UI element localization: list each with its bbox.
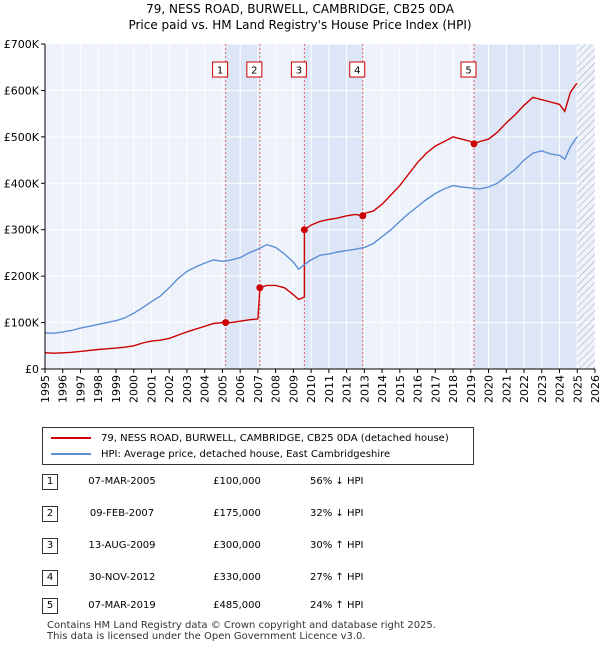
legend-item-hpi: HPI: Average price, detached house, East… bbox=[51, 447, 390, 461]
y-tick-label: £200K bbox=[4, 270, 40, 283]
x-tick-label: 2012 bbox=[341, 375, 354, 403]
sale-number-badge: 4 bbox=[42, 570, 58, 586]
sale-label-box bbox=[290, 61, 307, 78]
y-tick-label: £100K bbox=[4, 317, 40, 330]
x-tick-label: 2024 bbox=[554, 375, 567, 403]
x-tick-label: 2004 bbox=[199, 375, 212, 403]
x-tick-label: 2000 bbox=[128, 375, 141, 403]
sale-number-badge: 3 bbox=[42, 538, 58, 554]
sale-hpi-diff: 32% ↓ HPI bbox=[310, 508, 364, 519]
sale-label-text: 1 bbox=[217, 66, 223, 77]
legend: 79, NESS ROAD, BURWELL, CAMBRIDGE, CB25 … bbox=[42, 427, 474, 465]
y-tick-label: £600K bbox=[4, 84, 40, 97]
x-tick-label: 2016 bbox=[412, 375, 425, 403]
x-tick-label: 2007 bbox=[252, 375, 265, 403]
x-tick-label: 1995 bbox=[39, 375, 52, 403]
y-tick-label: £300K bbox=[4, 224, 40, 237]
x-tick-label: 2019 bbox=[465, 375, 478, 403]
sale-label-box bbox=[246, 61, 263, 78]
sale-number-badge: 1 bbox=[42, 474, 58, 490]
x-tick-label: 1996 bbox=[57, 375, 70, 403]
sale-date: 07-MAR-2005 bbox=[88, 476, 156, 487]
property-price-line bbox=[44, 82, 578, 354]
x-tick-label: 2001 bbox=[145, 375, 158, 403]
sale-label-text: 5 bbox=[465, 66, 471, 77]
sale-label-text: 4 bbox=[354, 66, 360, 77]
future-hatch bbox=[577, 44, 595, 369]
x-tick-label: 2002 bbox=[163, 375, 176, 403]
legend-label-hpi: HPI: Average price, detached house, East… bbox=[101, 448, 391, 460]
x-tick-label: 2006 bbox=[234, 375, 247, 403]
x-tick-label: 2025 bbox=[571, 375, 584, 403]
sale-hpi-diff: 27% ↑ HPI bbox=[310, 572, 364, 583]
price-chart: 1 2 3 4 5 £0 £100K £200K £300K £400K £500K £600K £70… bbox=[4, 38, 600, 403]
x-tick-label: 2013 bbox=[358, 375, 371, 403]
table-row: 5 07-MAR-2019 £485,000 24% ↑ HPI bbox=[42, 598, 462, 614]
sale-number-badge: 2 bbox=[42, 506, 58, 522]
sale-number-badge: 5 bbox=[42, 598, 58, 614]
x-tick-label: 1999 bbox=[110, 375, 123, 403]
legend-item-property: 79, NESS ROAD, BURWELL, CAMBRIDGE, CB25 … bbox=[51, 431, 449, 445]
ownership-shade bbox=[474, 44, 578, 369]
table-row: 4 30-NOV-2012 £330,000 27% ↑ HPI bbox=[42, 570, 462, 586]
x-tick-label: 2020 bbox=[483, 375, 496, 403]
sale-hpi-diff: 30% ↑ HPI bbox=[310, 540, 364, 551]
sale-price: £100,000 bbox=[213, 476, 261, 487]
x-tick-label: 2009 bbox=[287, 375, 300, 403]
y-tick-label: £400K bbox=[4, 177, 40, 190]
sale-label-text: 3 bbox=[296, 66, 302, 77]
footer: Contains HM Land Registry data © Crown c… bbox=[47, 620, 436, 642]
x-tick-label: 2017 bbox=[429, 375, 442, 403]
sale-label-text: 2 bbox=[251, 66, 257, 77]
x-tick-label: 2026 bbox=[589, 375, 600, 403]
sale-point bbox=[256, 284, 264, 292]
x-tick-label: 2022 bbox=[518, 375, 531, 403]
sale-label-box bbox=[460, 61, 477, 78]
sale-label-box bbox=[212, 61, 229, 78]
sale-price: £485,000 bbox=[213, 600, 261, 611]
x-tick-label: 2003 bbox=[181, 375, 194, 403]
x-tick-label: 1998 bbox=[92, 375, 105, 403]
x-tick-label: 1997 bbox=[74, 375, 87, 403]
ownership-shade bbox=[225, 44, 260, 369]
sale-date: 30-NOV-2012 bbox=[88, 572, 156, 583]
x-tick-label: 2014 bbox=[376, 375, 389, 403]
sale-hpi-diff: 56% ↓ HPI bbox=[310, 476, 364, 487]
x-tick-label: 2018 bbox=[447, 375, 460, 403]
x-tick-label: 2021 bbox=[500, 375, 513, 403]
sale-date: 07-MAR-2019 bbox=[88, 600, 156, 611]
sale-date: 13-AUG-2009 bbox=[88, 540, 156, 551]
sale-price: £300,000 bbox=[213, 540, 261, 551]
sale-label-box bbox=[349, 61, 366, 78]
footer-copyright: Contains HM Land Registry data © Crown c… bbox=[47, 620, 436, 631]
x-tick-label: 2005 bbox=[216, 375, 229, 403]
footer-license: This data is licensed under the Open Gov… bbox=[47, 631, 366, 642]
x-tick-label: 2010 bbox=[305, 375, 318, 403]
sale-price: £175,000 bbox=[213, 508, 261, 519]
x-tick-label: 2008 bbox=[270, 375, 283, 403]
sale-point bbox=[470, 140, 478, 148]
table-row: 3 13-AUG-2009 £300,000 30% ↑ HPI bbox=[42, 538, 462, 554]
sale-point bbox=[300, 226, 308, 234]
legend-swatch-hpi bbox=[51, 453, 91, 455]
y-tick-label: £0 bbox=[25, 363, 39, 376]
legend-label-property: 79, NESS ROAD, BURWELL, CAMBRIDGE, CB25 … bbox=[101, 432, 449, 444]
table-row: 2 09-FEB-2007 £175,000 32% ↓ HPI bbox=[42, 506, 462, 522]
ownership-shade bbox=[304, 44, 363, 369]
sale-point bbox=[222, 319, 230, 327]
sale-point bbox=[359, 212, 367, 220]
x-tick-label: 2015 bbox=[394, 375, 407, 403]
legend-swatch-property bbox=[51, 437, 91, 439]
sale-date: 09-FEB-2007 bbox=[89, 508, 155, 519]
chart-title: 79, NESS ROAD, BURWELL, CAMBRIDGE, CB25 … bbox=[146, 2, 454, 16]
hpi-line bbox=[44, 136, 578, 335]
y-tick-label: £500K bbox=[4, 131, 40, 144]
x-tick-label: 2011 bbox=[323, 375, 336, 403]
sale-price: £330,000 bbox=[213, 572, 261, 583]
x-tick-label: 2023 bbox=[536, 375, 549, 403]
sale-hpi-diff: 24% ↑ HPI bbox=[310, 600, 364, 611]
table-row: 1 07-MAR-2005 £100,000 56% ↓ HPI bbox=[42, 474, 462, 490]
chart-subtitle: Price paid vs. HM Land Registry's House … bbox=[128, 18, 472, 32]
y-tick-label: £700K bbox=[4, 38, 40, 51]
